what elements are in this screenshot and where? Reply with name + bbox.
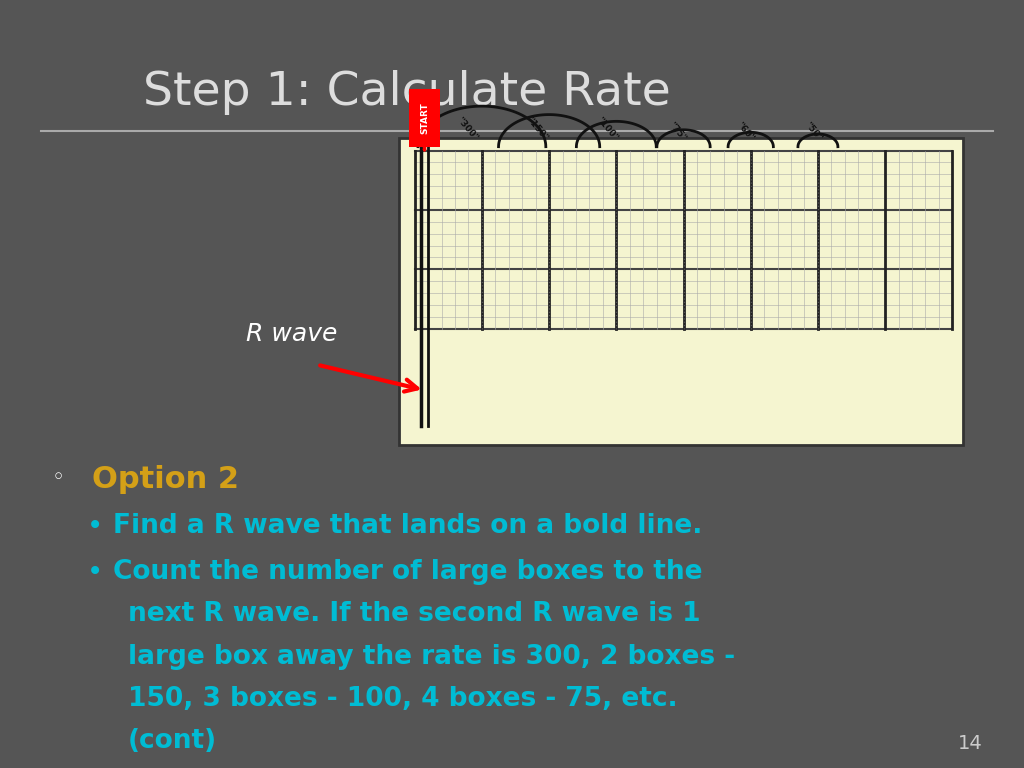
Text: Find a R wave that lands on a bold line.: Find a R wave that lands on a bold line. — [113, 513, 702, 539]
FancyBboxPatch shape — [399, 138, 963, 445]
Text: "50": "50" — [803, 121, 823, 143]
Text: "300": "300" — [455, 116, 479, 143]
Text: R wave: R wave — [246, 322, 337, 346]
Text: next R wave. If the second R wave is 1: next R wave. If the second R wave is 1 — [128, 601, 700, 627]
Text: large box away the rate is 300, 2 boxes -: large box away the rate is 300, 2 boxes … — [128, 644, 735, 670]
Text: ◦: ◦ — [51, 468, 65, 488]
Text: Count the number of large boxes to the: Count the number of large boxes to the — [113, 559, 702, 585]
Text: "100": "100" — [595, 116, 620, 143]
Text: •: • — [87, 558, 103, 586]
Text: "60": "60" — [735, 121, 756, 143]
Text: (cont): (cont) — [128, 728, 217, 754]
Text: "75": "75" — [667, 120, 688, 143]
Text: "150": "150" — [525, 115, 550, 143]
Text: Option 2: Option 2 — [92, 465, 240, 495]
Text: •: • — [87, 512, 103, 540]
Text: 14: 14 — [958, 733, 983, 753]
Text: Step 1: Calculate Rate: Step 1: Calculate Rate — [143, 70, 671, 114]
Text: 150, 3 boxes - 100, 4 boxes - 75, etc.: 150, 3 boxes - 100, 4 boxes - 75, etc. — [128, 686, 678, 712]
Text: START: START — [420, 102, 429, 134]
FancyBboxPatch shape — [410, 89, 440, 147]
